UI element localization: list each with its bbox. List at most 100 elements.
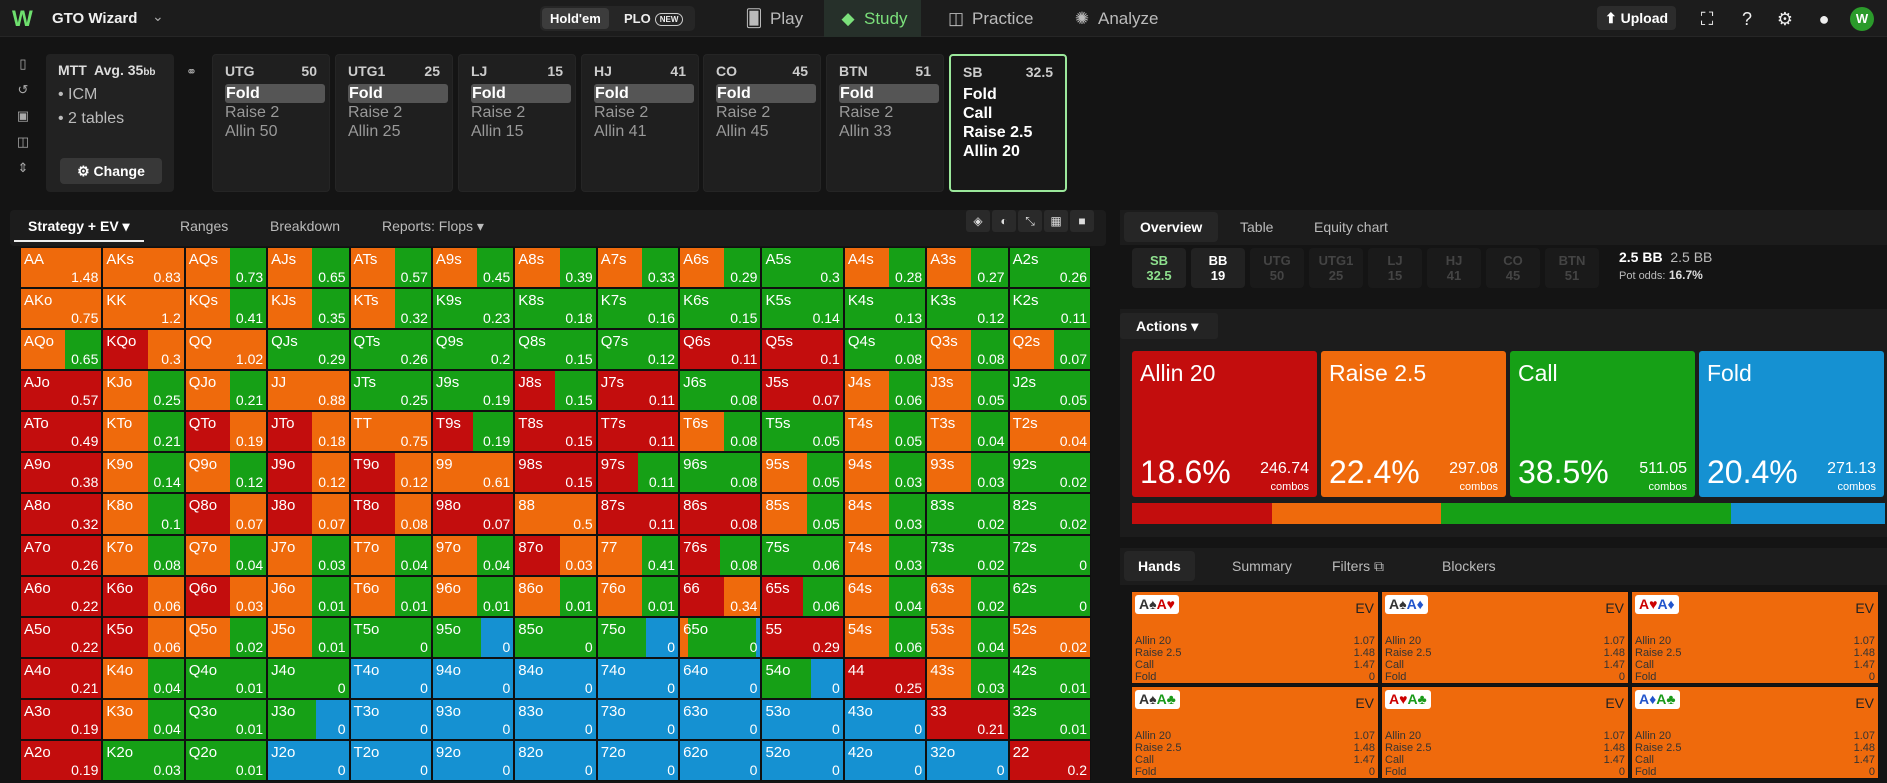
hand-cell[interactable]: JTo 0.18 bbox=[267, 411, 350, 453]
hand-cell[interactable]: 64o 0 bbox=[679, 657, 762, 699]
plo-button[interactable]: PLO NEW bbox=[616, 8, 691, 29]
contrast-icon[interactable]: ◐ bbox=[992, 210, 1016, 232]
flow-icon[interactable]: ⚭ bbox=[186, 64, 197, 79]
action-box[interactable]: Call 38.5% 511.05 combos bbox=[1510, 351, 1695, 497]
position-action[interactable]: Allin 45 bbox=[716, 123, 769, 140]
hand-cell[interactable]: A8s 0.39 bbox=[514, 247, 597, 289]
hand-cell[interactable]: T5s 0.05 bbox=[761, 411, 844, 453]
hand-cell[interactable]: Q6s 0.11 bbox=[679, 329, 762, 371]
hand-cell[interactable]: Q4s 0.08 bbox=[843, 329, 927, 371]
hand-cell[interactable]: 84o 0 bbox=[514, 657, 597, 699]
hand-cell[interactable]: A2o 0.19 bbox=[20, 739, 103, 781]
hand-cell[interactable]: Q8o 0.07 bbox=[184, 493, 268, 535]
hand-cell[interactable]: J9s 0.19 bbox=[431, 370, 515, 412]
position-action[interactable]: Allin 41 bbox=[594, 123, 647, 140]
user-icon[interactable]: ● bbox=[1818, 9, 1830, 29]
hand-cell[interactable]: 82s 0.02 bbox=[1008, 493, 1091, 535]
hand-cell[interactable]: 93o 0 bbox=[431, 698, 515, 740]
hand-cell[interactable]: J9o 0.12 bbox=[267, 452, 350, 494]
hand-cell[interactable]: A2s 0.26 bbox=[1008, 247, 1091, 289]
hand-cell[interactable]: T9o 0.12 bbox=[349, 452, 432, 494]
hand-cell[interactable]: T4s 0.05 bbox=[843, 411, 927, 453]
hand-cell[interactable]: 43s 0.03 bbox=[926, 657, 1009, 699]
position-action[interactable]: Fold bbox=[471, 84, 571, 103]
position-action[interactable]: Allin 25 bbox=[348, 123, 401, 140]
hand-cell[interactable]: A7s 0.33 bbox=[596, 247, 680, 289]
hand-cell[interactable]: A6o 0.22 bbox=[20, 575, 103, 617]
hand-cell[interactable]: T9s 0.19 bbox=[431, 411, 515, 453]
position-action[interactable]: Fold bbox=[594, 84, 694, 103]
hand-cell[interactable]: Q3o 0.01 bbox=[184, 698, 268, 740]
position-lj[interactable]: LJ 15 Fold Raise 2 Allin 15 bbox=[458, 54, 576, 192]
hand-cell[interactable]: 63s 0.02 bbox=[926, 575, 1009, 617]
hand-cell[interactable]: 88 0.5 bbox=[514, 493, 597, 535]
hand-card[interactable]: A♥A♦ EV Allin 20 1.07 Raise 2.5 1.48 Call 1.47 F… bbox=[1631, 591, 1879, 684]
hand-cell[interactable]: 72o 0 bbox=[596, 739, 680, 781]
hand-cell[interactable]: 96s 0.08 bbox=[679, 452, 762, 494]
hand-cell[interactable]: J5o 0.01 bbox=[267, 616, 350, 658]
hand-card[interactable]: A♠A♦ EV Allin 20 1.07 Raise 2.5 1.48 Call 1.47 F… bbox=[1381, 591, 1629, 684]
hand-cell[interactable]: 32s 0.01 bbox=[1008, 698, 1091, 740]
hand-cell[interactable]: A4s 0.28 bbox=[843, 247, 927, 289]
tab-equity-chart[interactable]: Equity chart bbox=[1314, 219, 1388, 235]
hand-cell[interactable]: 52o 0 bbox=[761, 739, 844, 781]
hand-cell[interactable]: 73s 0.02 bbox=[926, 534, 1009, 576]
hand-cell[interactable]: 75s 0.06 bbox=[761, 534, 844, 576]
position-action[interactable]: Allin 15 bbox=[471, 123, 524, 140]
hand-cell[interactable]: 42o 0 bbox=[843, 739, 927, 781]
hand-cell[interactable]: 53o 0 bbox=[761, 698, 844, 740]
hand-cell[interactable]: 65s 0.06 bbox=[761, 575, 844, 617]
hand-cell[interactable]: 66 0.34 bbox=[679, 575, 762, 617]
hand-cell[interactable]: 42s 0.01 bbox=[1008, 657, 1091, 699]
hand-cell[interactable]: T6o 0.01 bbox=[349, 575, 432, 617]
hand-cell[interactable]: 98s 0.15 bbox=[514, 452, 597, 494]
hand-cell[interactable]: 94s 0.03 bbox=[843, 452, 927, 494]
tab-strategy-ev[interactable]: Strategy + EV ▾ bbox=[14, 210, 144, 242]
hand-cell[interactable]: 93s 0.03 bbox=[926, 452, 1009, 494]
hand-cell[interactable]: J4s 0.06 bbox=[843, 370, 927, 412]
hand-cell[interactable]: 53s 0.04 bbox=[926, 616, 1009, 658]
nav-analyze[interactable]: ✺ Analyze bbox=[1058, 0, 1172, 37]
hand-cell[interactable]: J8o 0.07 bbox=[267, 493, 350, 535]
hand-cell[interactable]: QJo 0.21 bbox=[184, 370, 268, 412]
hand-cell[interactable]: 65o 0 bbox=[679, 616, 762, 658]
position-action[interactable]: Fold bbox=[839, 84, 939, 103]
save-icon[interactable]: ▣ bbox=[16, 108, 30, 123]
brand-name[interactable]: GTO Wizard bbox=[52, 10, 138, 27]
tab-overview[interactable]: Overview bbox=[1124, 212, 1219, 242]
hand-cell[interactable]: KTs 0.32 bbox=[349, 288, 432, 330]
hand-cell[interactable]: 22 0.2 bbox=[1008, 739, 1091, 781]
hand-cell[interactable]: A5s 0.3 bbox=[761, 247, 844, 289]
hand-cell[interactable]: T2s 0.04 bbox=[1008, 411, 1091, 453]
seat-hj[interactable]: HJ 41 bbox=[1427, 248, 1481, 288]
hand-cell[interactable]: K6s 0.15 bbox=[679, 288, 762, 330]
position-action[interactable]: Allin 50 bbox=[225, 123, 278, 140]
hand-cell[interactable]: 99 0.61 bbox=[431, 452, 515, 494]
hand-cell[interactable]: K5s 0.14 bbox=[761, 288, 844, 330]
hand-cell[interactable]: J6s 0.08 bbox=[679, 370, 762, 412]
hand-cell[interactable]: J8s 0.15 bbox=[514, 370, 597, 412]
hand-cell[interactable]: K7s 0.16 bbox=[596, 288, 680, 330]
hand-cell[interactable]: K3o 0.04 bbox=[102, 698, 185, 740]
tab-ranges[interactable]: Ranges bbox=[180, 218, 229, 234]
tab-hands[interactable]: Hands bbox=[1124, 551, 1195, 581]
history-icon[interactable]: ↺ bbox=[17, 82, 29, 97]
hand-cell[interactable]: 55 0.29 bbox=[761, 616, 844, 658]
hand-cell[interactable]: 85o 0 bbox=[514, 616, 597, 658]
hand-cell[interactable]: 85s 0.05 bbox=[761, 493, 844, 535]
hand-cell[interactable]: 62o 0 bbox=[679, 739, 762, 781]
tab-summary[interactable]: Summary bbox=[1232, 558, 1292, 574]
hand-cell[interactable]: T7s 0.11 bbox=[596, 411, 680, 453]
position-action[interactable]: Fold bbox=[963, 86, 997, 103]
hand-cell[interactable]: Q5s 0.1 bbox=[761, 329, 844, 371]
hand-cell[interactable]: T3s 0.04 bbox=[926, 411, 1009, 453]
hand-cell[interactable]: KQs 0.41 bbox=[184, 288, 268, 330]
change-button[interactable]: ⚙ Change bbox=[60, 158, 162, 184]
hand-cell[interactable]: A3s 0.27 bbox=[926, 247, 1009, 289]
hand-cell[interactable]: 76o 0.01 bbox=[596, 575, 680, 617]
hand-cell[interactable]: AJo 0.57 bbox=[20, 370, 103, 412]
hand-cell[interactable]: K2o 0.03 bbox=[102, 739, 185, 781]
hand-cell[interactable]: J4o 0 bbox=[267, 657, 350, 699]
hand-cell[interactable]: A4o 0.21 bbox=[20, 657, 103, 699]
hand-cell[interactable]: 95o 0 bbox=[431, 616, 515, 658]
